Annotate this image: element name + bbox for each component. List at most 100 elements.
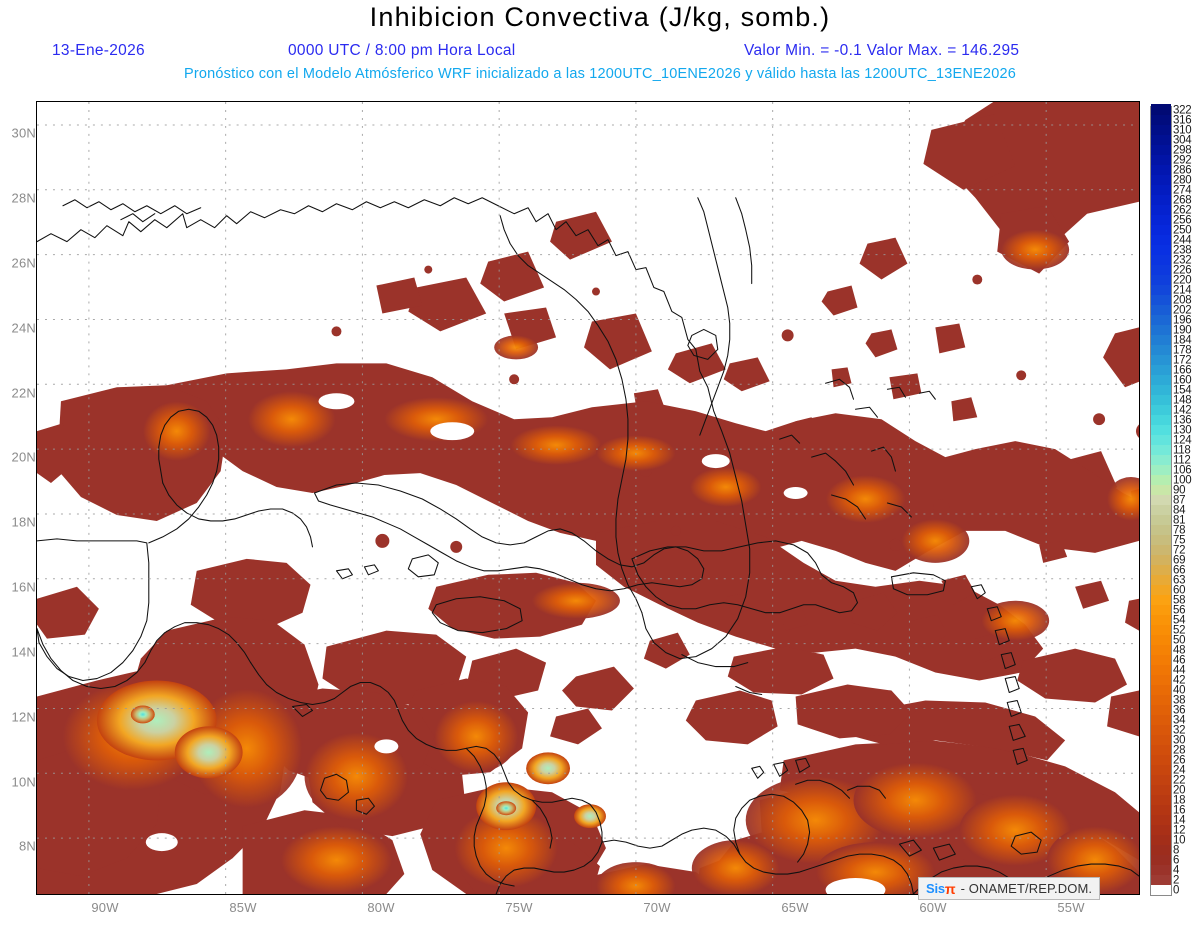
colorbar-cell [1151, 634, 1171, 645]
colorbar-tick-label: 118 [1173, 444, 1191, 457]
colorbar-tick-label: 60 [1173, 584, 1186, 597]
colorbar-cell [1151, 554, 1171, 565]
colorbar-tick-label: 214 [1173, 284, 1192, 297]
colorbar-tick-label: 18 [1173, 794, 1186, 807]
colorbar[interactable] [1150, 104, 1172, 896]
y-tick-label: 30N [11, 125, 36, 141]
colorbar-cell [1151, 364, 1171, 375]
colorbar-tick-label: 66 [1173, 564, 1186, 577]
colorbar-cell [1151, 804, 1171, 815]
colorbar-cell [1151, 324, 1171, 335]
colorbar-cell [1151, 424, 1171, 435]
page-title: Inhibicion Convectiva (J/kg, somb.) [369, 2, 831, 32]
model-description: Pronóstico con el Modelo Atmósferico WRF… [183, 66, 1016, 82]
colorbar-tick-label: 298 [1173, 144, 1192, 157]
y-tick-label: 24N [11, 320, 36, 336]
colorbar-cell [1151, 864, 1171, 875]
colorbar-cell [1151, 874, 1171, 885]
colorbar-tick-label: 58 [1173, 594, 1186, 607]
colorbar-cell [1151, 624, 1171, 635]
colorbar-cell [1151, 534, 1171, 545]
colorbar-tick-label: 26 [1173, 754, 1186, 767]
colorbar-tick-label: 34 [1173, 714, 1186, 727]
map-plot-area[interactable] [36, 101, 1140, 895]
map-canvas [37, 102, 1139, 894]
x-tick-label: 75W [505, 900, 533, 915]
colorbar-tick-label: 52 [1173, 624, 1186, 637]
colorbar-cell [1151, 484, 1171, 495]
colorbar-tick-label: 75 [1173, 534, 1186, 547]
colorbar-cell [1151, 544, 1171, 555]
colorbar-tick-label: 124 [1173, 434, 1192, 447]
colorbar-cell [1151, 224, 1171, 235]
y-tick-label: 12N [11, 709, 36, 725]
colorbar-tick-label: 56 [1173, 604, 1186, 617]
colorbar-cell [1151, 434, 1171, 445]
colorbar-cell [1151, 504, 1171, 515]
colorbar-tick-label: 316 [1173, 114, 1192, 127]
colorbar-cell [1151, 714, 1171, 725]
colorbar-cell [1151, 794, 1171, 805]
colorbar-cell [1151, 674, 1171, 685]
colorbar-cell [1151, 294, 1171, 305]
gridlines-layer [37, 102, 1139, 894]
colorbar-tick-label: 36 [1173, 704, 1186, 717]
colorbar-tick-label: 244 [1173, 234, 1192, 247]
colorbar-cell [1151, 754, 1171, 765]
x-tick-label: 65W [781, 900, 809, 915]
colorbar-cell [1151, 494, 1171, 505]
colorbar-tick-label: 90 [1173, 484, 1186, 497]
colorbar-cell [1151, 124, 1171, 135]
colorbar-cell [1151, 464, 1171, 475]
colorbar-cell [1151, 114, 1171, 125]
colorbar-tick-label: 268 [1173, 194, 1192, 207]
forecast-date: 13-Ene-2026 [52, 42, 145, 59]
colorbar-cell [1151, 694, 1171, 705]
colorbar-cell [1151, 334, 1171, 345]
colorbar-tick-label: 250 [1173, 224, 1192, 237]
colorbar-tick-label: 142 [1173, 404, 1192, 417]
y-tick-label: 8N [18, 838, 36, 854]
colorbar-cell [1151, 374, 1171, 385]
forecast-time: 0000 UTC / 8:00 pm Hora Local [288, 42, 516, 59]
x-tick-label: 85W [229, 900, 257, 915]
colorbar-tick-label: 81 [1173, 514, 1186, 527]
colorbar-cell [1151, 784, 1171, 795]
colorbar-tick-label: 28 [1173, 744, 1186, 757]
colorbar-tick-label: 274 [1173, 184, 1192, 197]
colorbar-tick-label: 130 [1173, 424, 1192, 437]
colorbar-cell [1151, 684, 1171, 695]
colorbar-tick-label: 40 [1173, 684, 1186, 697]
colorbar-cell [1151, 644, 1171, 655]
colorbar-tick-label: 256 [1173, 214, 1192, 227]
colorbar-tick-label: 14 [1173, 814, 1186, 827]
y-tick-label: 16N [11, 579, 36, 595]
y-tick-label: 10N [11, 774, 36, 790]
colorbar-tick-label: 154 [1173, 384, 1192, 397]
colorbar-cell [1151, 384, 1171, 395]
colorbar-cell [1151, 664, 1171, 675]
colorbar-cell [1151, 354, 1171, 365]
x-tick-label: 55W [1057, 900, 1085, 915]
colorbar-tick-label: 262 [1173, 204, 1192, 217]
y-tick-label: 28N [11, 190, 36, 206]
colorbar-tick-label: 24 [1173, 764, 1186, 777]
colorbar-cell [1151, 184, 1171, 195]
pi-icon: π [944, 880, 956, 897]
colorbar-tick-label: 148 [1173, 394, 1192, 407]
colorbar-cell [1151, 104, 1171, 115]
colorbar-cell [1151, 764, 1171, 775]
colorbar-tick-label: 226 [1173, 264, 1192, 277]
colorbar-tick-label: 190 [1173, 324, 1192, 337]
x-tick-label: 70W [643, 900, 671, 915]
colorbar-cell [1151, 284, 1171, 295]
colorbar-cell [1151, 274, 1171, 285]
colorbar-tick-label: 54 [1173, 614, 1186, 627]
colorbar-cell [1151, 854, 1171, 865]
sistema-logo-text: Sis [926, 881, 945, 896]
colorbar-cell [1151, 834, 1171, 845]
colorbar-tick-label: 50 [1173, 634, 1186, 647]
colorbar-tick-label: 2 [1173, 874, 1180, 887]
colorbar-tick-label: 63 [1173, 574, 1186, 587]
